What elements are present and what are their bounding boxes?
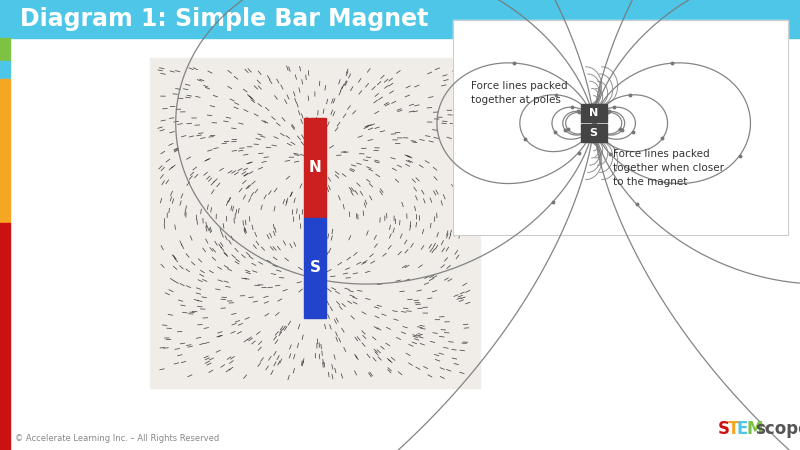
Text: M: M <box>746 420 763 438</box>
Bar <box>0 79 10 223</box>
Text: scopes: scopes <box>755 420 800 438</box>
Bar <box>0 223 10 450</box>
Text: Diagram 1: Simple Bar Magnet: Diagram 1: Simple Bar Magnet <box>20 7 428 31</box>
Text: E: E <box>737 420 748 438</box>
Bar <box>453 20 788 235</box>
Bar <box>581 104 606 122</box>
Bar <box>453 20 788 235</box>
Bar <box>304 218 326 318</box>
Bar <box>0 0 800 38</box>
Text: T: T <box>727 420 739 438</box>
Bar <box>581 124 606 142</box>
Text: S: S <box>310 261 321 275</box>
Text: © Accelerate Learning Inc. – All Rights Reserved: © Accelerate Learning Inc. – All Rights … <box>15 434 219 443</box>
Bar <box>150 58 480 388</box>
Text: Force lines packed
together at poles: Force lines packed together at poles <box>471 81 568 105</box>
Text: S: S <box>590 128 598 138</box>
Text: S: S <box>718 420 730 438</box>
Text: Force lines packed
together when closer
to the magnet: Force lines packed together when closer … <box>613 149 724 187</box>
Text: N: N <box>589 108 598 118</box>
Bar <box>0 38 10 61</box>
Bar <box>0 61 10 79</box>
Bar <box>304 118 326 218</box>
Text: N: N <box>309 161 322 176</box>
